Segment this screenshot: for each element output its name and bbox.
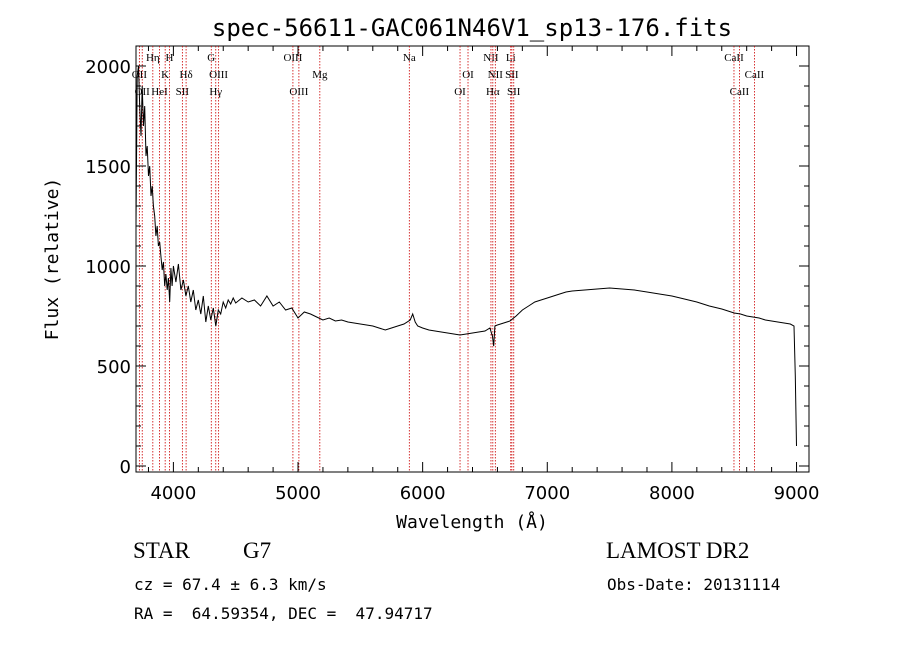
spectral-line-label: Na [403, 52, 416, 64]
axis-ticks: 4000 5000 6000 7000 8000 9000 0 500 1000 1500 2000 [85, 45, 820, 504]
x-axis-label: Wavelength (Å) [396, 511, 548, 533]
spectral-line-label: G [207, 52, 215, 64]
y-tick-label: 500 [97, 357, 131, 378]
spectral-line-label: Mg [312, 69, 328, 81]
x-tick-label: 8000 [649, 483, 695, 504]
spectral-line-label: CaII [730, 86, 750, 98]
spectral-line-label: Hγ [209, 86, 222, 98]
coordinates: RA = 64.59354, DEC = 47.94717 [134, 604, 433, 623]
object-class: STAR [133, 538, 190, 563]
spectral-line-label: Li [506, 52, 516, 64]
spectral-line-label: SII [505, 69, 519, 81]
object-subclass: G7 [243, 538, 272, 563]
spectral-line-label: OII [132, 69, 148, 81]
y-tick-label: 2000 [85, 57, 131, 78]
y-tick-label: 1000 [85, 257, 131, 278]
y-axis-label: Flux (relative) [42, 178, 63, 341]
x-tick-label: 6000 [400, 483, 446, 504]
spectral-line-label: CaII [724, 52, 744, 64]
spectral-line-label: OI [454, 86, 466, 98]
spectral-line-label: OI [462, 69, 474, 81]
spectral-line-label: Hη [146, 52, 160, 64]
spectral-line-label: NII [488, 69, 504, 81]
spectrum-line [135, 65, 797, 447]
spectral-line-label: CaII [745, 69, 765, 81]
spectral-line-label: K [161, 69, 169, 81]
chart-title: spec-56611-GAC061N46V1_sp13-176.fits [212, 14, 732, 42]
observation-date: Obs-Date: 20131114 [607, 575, 781, 594]
spectral-line-label: H [166, 52, 174, 64]
x-tick-label: 9000 [774, 483, 820, 504]
spectral-line-label: HeI [151, 86, 168, 98]
plot-frame [135, 45, 810, 473]
spectral-line-label: Hα [486, 86, 500, 98]
x-tick-label: 7000 [524, 483, 570, 504]
spectral-line-label: Hδ [180, 69, 193, 81]
redshift-value: cz = 67.4 ± 6.3 km/s [134, 575, 327, 594]
spectral-line-label: OIII [209, 69, 228, 81]
spectral-line-label: OIII [283, 52, 302, 64]
survey-name: LAMOST DR2 [606, 538, 750, 563]
x-tick-label: 4000 [150, 483, 196, 504]
emission-line-markers: OIIOIIHηHeIKHSIIHδGHγOIIIOIIIOIIIMgNaOIO… [132, 46, 765, 472]
spectral-line-label: OIII [289, 86, 308, 98]
spectral-line-label: SII [176, 86, 190, 98]
spectral-line-label: NII [483, 52, 499, 64]
x-tick-label: 5000 [275, 483, 321, 504]
y-tick-label: 0 [120, 457, 131, 478]
y-tick-label: 1500 [85, 157, 131, 178]
spectral-line-label: SII [507, 86, 521, 98]
